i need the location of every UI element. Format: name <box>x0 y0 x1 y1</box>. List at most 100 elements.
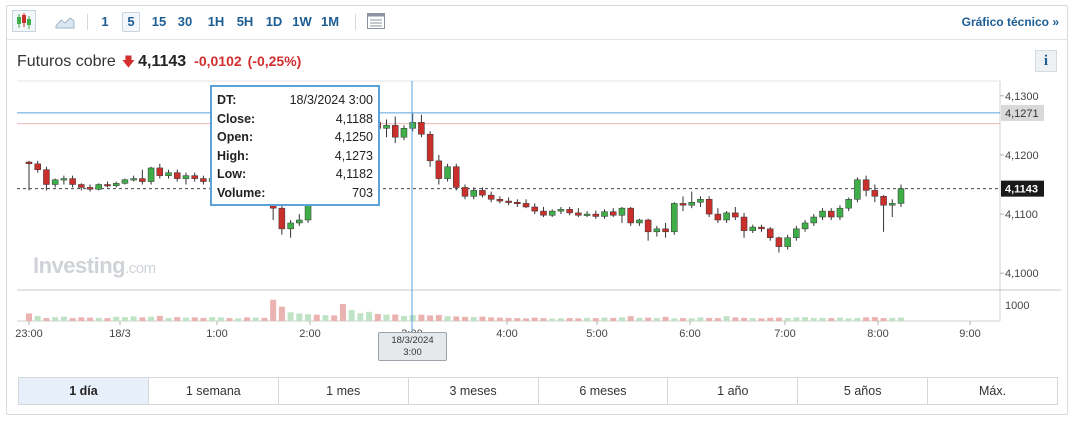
candle-body <box>383 125 390 129</box>
volume-bar <box>819 317 826 321</box>
range-5[interactable]: 1 año <box>668 378 799 404</box>
candle-body <box>566 209 573 214</box>
candle-body <box>278 207 286 230</box>
chart-widget: 1 5 15 30 1H 5H 1D 1W 1M Gráfico técnico » Futur… <box>6 5 1068 415</box>
x-tick-label: 7:00 <box>774 328 795 340</box>
info-icon[interactable]: i <box>1035 50 1057 72</box>
x-tick-label: 9:00 <box>959 328 980 340</box>
y-tick-label: 4,1300 <box>1005 91 1039 103</box>
timeframe-1d[interactable]: 1D <box>265 14 283 29</box>
range-3[interactable]: 3 meses <box>409 378 539 404</box>
candle-body <box>889 203 896 206</box>
x-tick-label: 6:00 <box>679 328 700 340</box>
volume-bar <box>43 318 50 321</box>
volume-bar <box>418 314 425 321</box>
candle-body <box>784 237 791 247</box>
last-price: 4,1143 <box>138 53 187 70</box>
candle-body <box>705 199 713 215</box>
volume-bar <box>121 317 128 321</box>
candle-body <box>618 207 626 216</box>
volume-bar <box>470 317 477 321</box>
timeframe-1m[interactable]: 1M <box>320 14 340 29</box>
range-1[interactable]: 1 semana <box>149 378 279 404</box>
candle-body <box>636 219 643 224</box>
candle-body <box>200 178 207 182</box>
range-selector: 1 día 1 semana 1 mes 3 meses 6 meses 1 año 5 a… <box>18 377 1058 405</box>
range-0[interactable]: 1 día <box>19 378 149 404</box>
candle-body <box>854 179 861 200</box>
volume-bar <box>575 318 582 321</box>
technical-chart-link[interactable]: Gráfico técnico » <box>961 15 1059 29</box>
x-tick-label: 2:00 <box>299 328 320 340</box>
candle-body <box>766 228 774 238</box>
timeframe-30[interactable]: 30 <box>177 14 193 29</box>
volume-bar <box>409 315 416 321</box>
candle-body <box>697 199 704 203</box>
timeframe-5h[interactable]: 5H <box>236 14 254 29</box>
tooltip-open-label: Open: <box>217 130 254 144</box>
volume-bar <box>732 317 739 321</box>
candle-body <box>121 179 129 184</box>
volume-bar <box>514 318 521 321</box>
volume-bar <box>749 318 756 321</box>
volume-bar <box>636 317 643 321</box>
range-4[interactable]: 6 meses <box>539 378 669 404</box>
volume-bar <box>226 318 233 321</box>
candle-body <box>400 128 408 138</box>
candle-body <box>679 203 687 206</box>
tooltip-low-value: 4,1182 <box>335 167 373 181</box>
candle-body <box>418 122 425 135</box>
volume-bar <box>156 315 163 321</box>
candle-body <box>627 207 634 224</box>
volume-bar <box>113 316 120 321</box>
candle-body <box>173 172 181 179</box>
candle-body <box>557 209 565 212</box>
calendar-grid-icon[interactable] <box>364 10 388 32</box>
candle-body <box>60 178 68 181</box>
candle-body <box>801 222 809 230</box>
timeframe-1h[interactable]: 1H <box>207 14 225 29</box>
volume-bar <box>828 318 835 321</box>
volume-bar <box>688 318 695 321</box>
candle-body <box>165 172 172 176</box>
volume-bar <box>95 317 102 321</box>
x-tick-label: 5:00 <box>586 328 607 340</box>
volume-bar <box>26 313 32 321</box>
candle-body <box>487 194 495 200</box>
tooltip-open-value: 4,1250 <box>334 130 373 144</box>
timeframe-5[interactable]: 5 <box>122 12 140 32</box>
volume-bar <box>200 317 207 321</box>
area-chart-icon[interactable] <box>53 10 77 32</box>
tooltip-low-label: Low: <box>217 167 247 181</box>
instrument-header: Futuros cobre 🡇 4,1143 -0,0102 (-0,25%) <box>17 50 301 72</box>
volume-bar <box>87 317 94 321</box>
candle-body <box>86 187 94 190</box>
volume-bar <box>339 304 346 321</box>
volume-bar <box>357 313 364 321</box>
instrument-name: Futuros cobre <box>17 53 116 70</box>
candle-body <box>723 212 730 221</box>
volume-bar <box>322 315 329 321</box>
candle-body <box>435 160 443 179</box>
candlestick-chart-icon[interactable] <box>12 10 36 32</box>
volume-bar <box>610 317 617 321</box>
price-chart[interactable]: 4,1000 4,1100 4,1200 4,1300 1000 23:00 18/3 1:0… <box>7 6 1067 346</box>
range-2[interactable]: 1 mes <box>279 378 409 404</box>
volume-bar <box>479 316 486 321</box>
timeframe-1[interactable]: 1 <box>101 14 109 29</box>
candle-body <box>827 210 835 218</box>
range-7[interactable]: Máx. <box>979 384 1007 398</box>
volume-tick-label: 1000 <box>1005 300 1029 312</box>
candle-body <box>522 203 530 208</box>
crosshair-date: 18/3/2024 <box>391 335 434 346</box>
volume-bar <box>618 317 625 321</box>
candle-body <box>43 169 50 185</box>
volume-bar <box>592 318 599 321</box>
range-6[interactable]: 5 años <box>798 378 929 404</box>
candle-body <box>810 216 818 224</box>
crosshair-time: 3:00 <box>403 347 422 358</box>
timeframe-1w[interactable]: 1W <box>292 14 312 29</box>
volume-bar <box>793 317 800 321</box>
timeframe-15[interactable]: 15 <box>151 14 167 29</box>
volume-bar <box>549 318 556 321</box>
